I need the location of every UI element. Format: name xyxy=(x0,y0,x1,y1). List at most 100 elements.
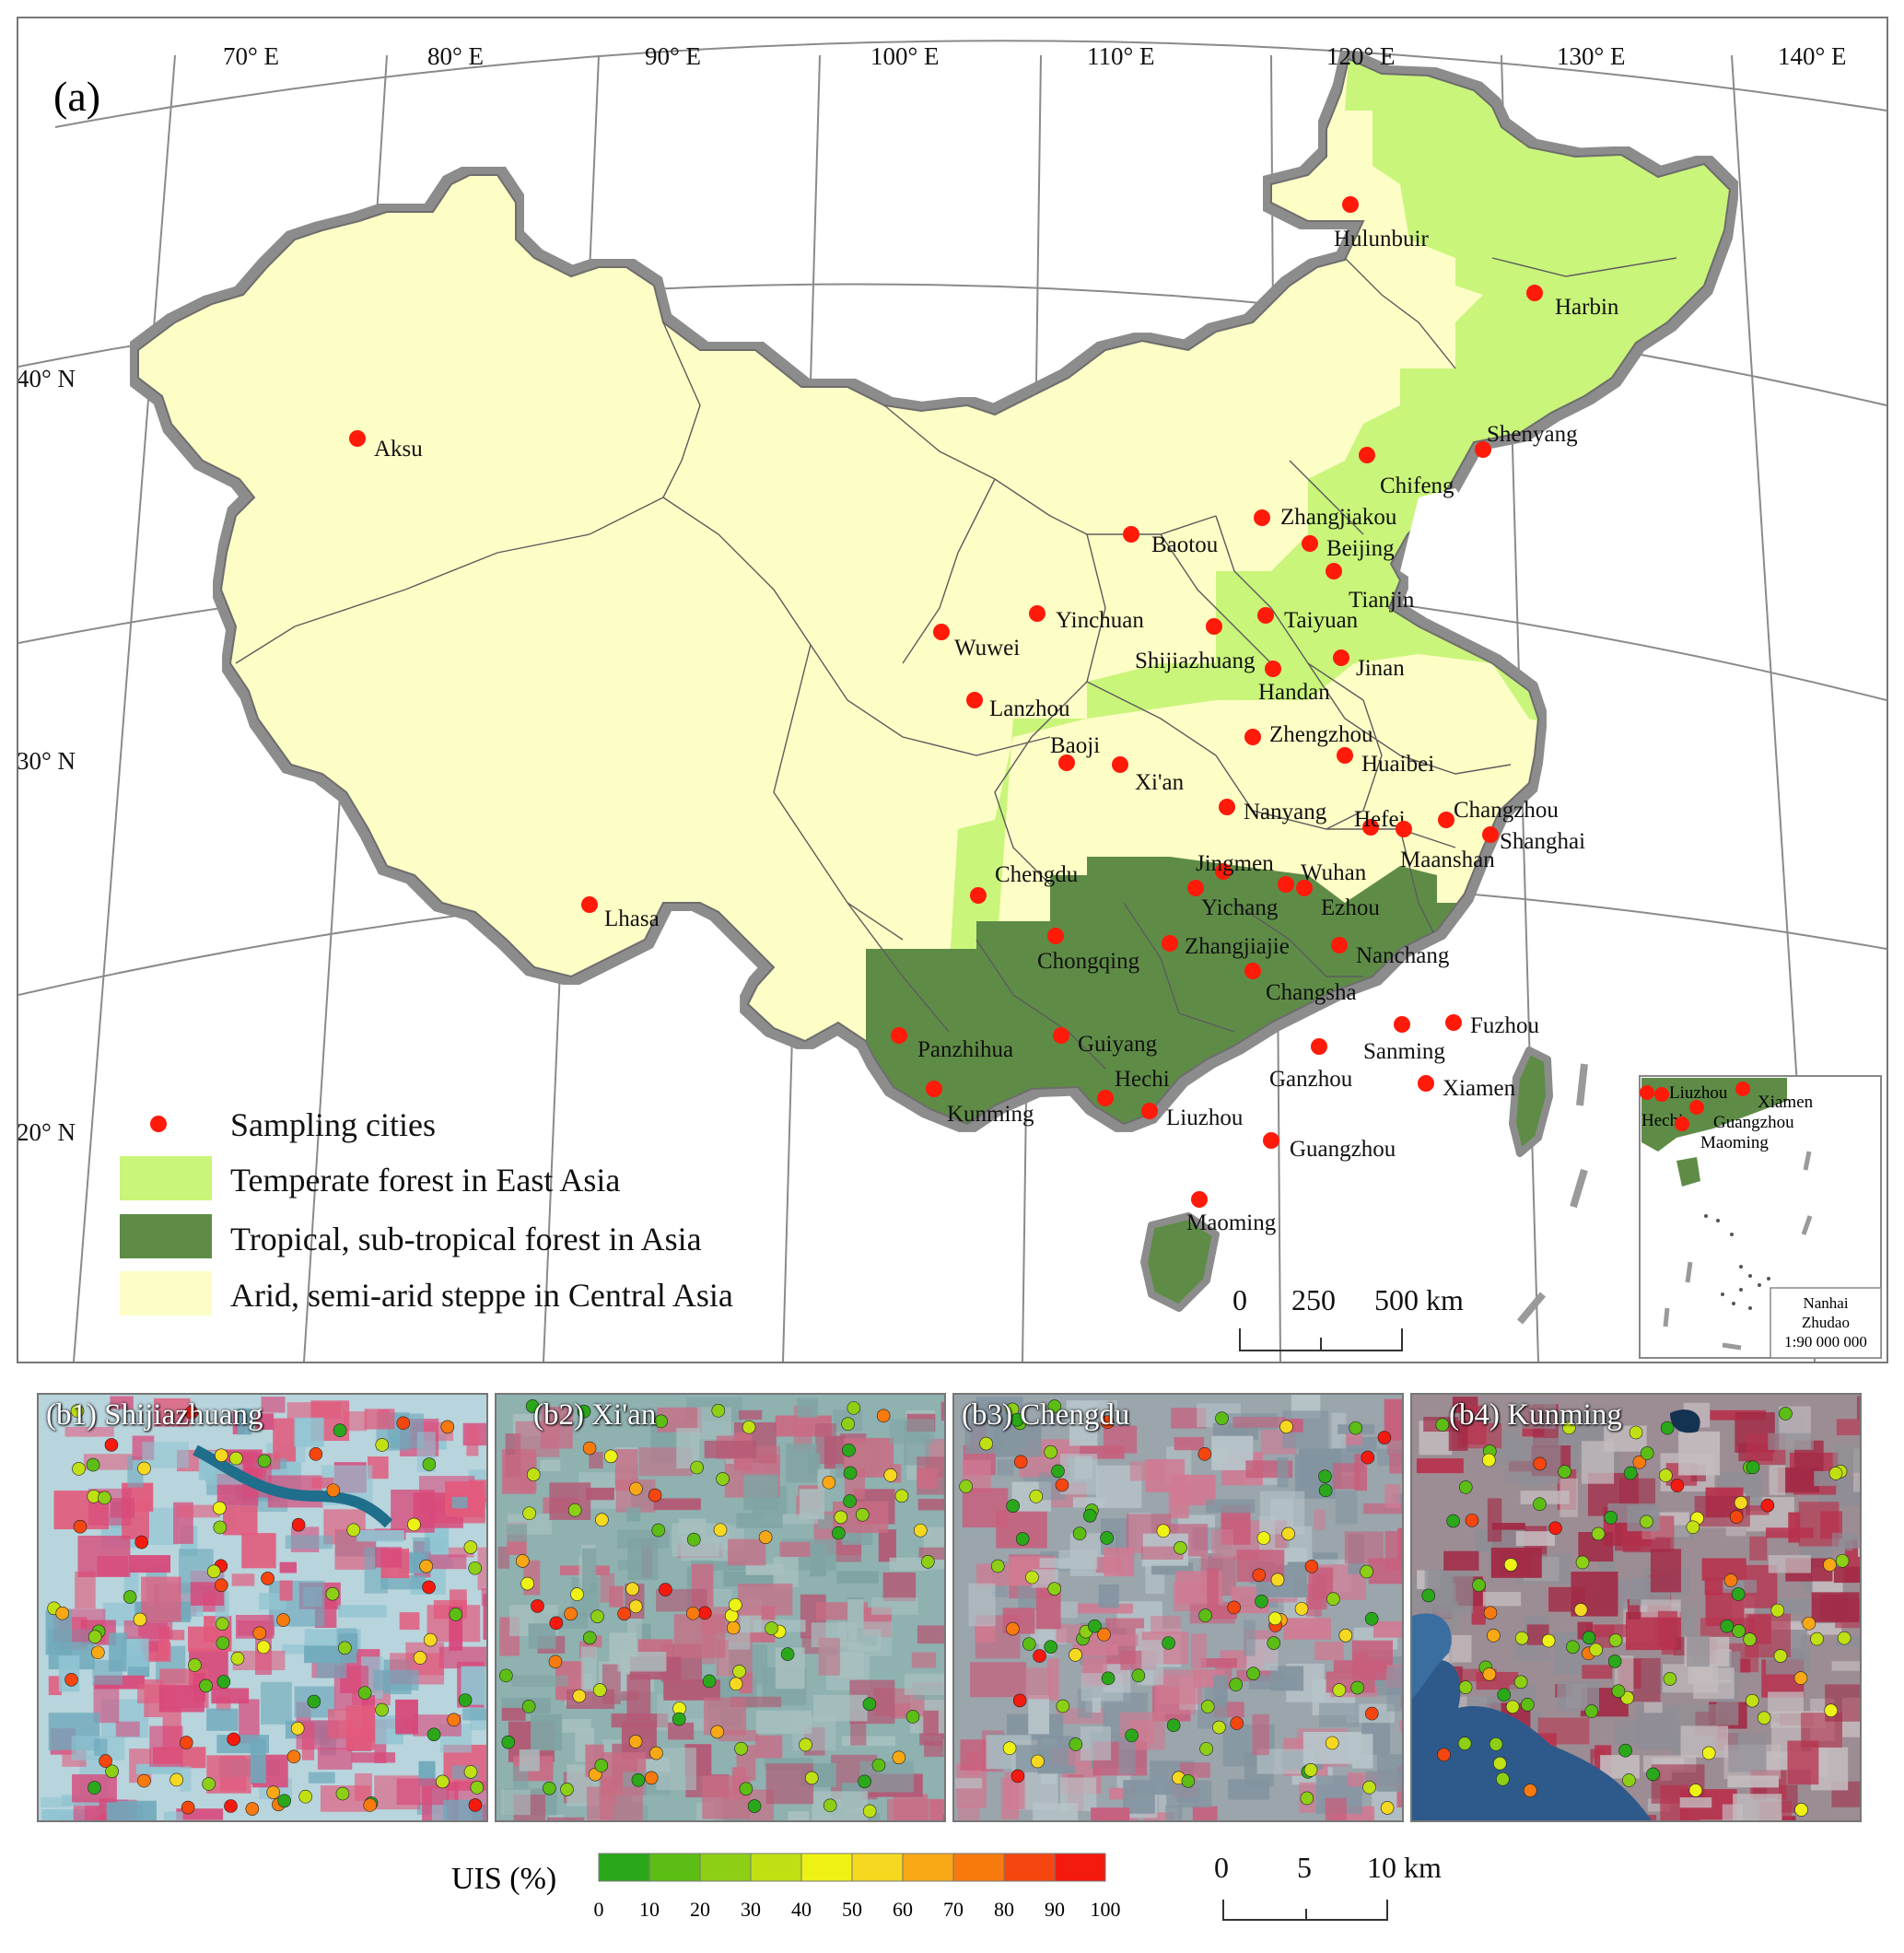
inset-city-label-hechi: Hechi xyxy=(1641,1111,1683,1130)
inset-city-dot-maoming xyxy=(1675,1117,1689,1131)
inset-caption-2: Zhudao xyxy=(1802,1314,1850,1331)
city-dot-sanming xyxy=(1394,1016,1410,1033)
tropical-zone xyxy=(663,857,1584,1124)
inset-city-dot-liuzhou xyxy=(1654,1087,1669,1102)
city-label-xi-an: Xi'an xyxy=(1135,770,1185,795)
uis-tick-20: 20 xyxy=(690,1898,710,1921)
uis-swatch-6 xyxy=(902,1853,954,1882)
uis-swatch-9 xyxy=(1054,1853,1106,1882)
city-dot-yinchuan xyxy=(1029,605,1045,622)
city-dot-handan xyxy=(1265,661,1281,677)
map-scale-tick-0: 0 xyxy=(1232,1283,1247,1316)
uis-tick-0: 0 xyxy=(594,1898,604,1921)
city-label-changsha: Changsha xyxy=(1266,980,1357,1005)
legend-city-dot xyxy=(150,1116,167,1132)
city-dot-liuzhou xyxy=(1141,1103,1158,1119)
city-label-guiyang: Guiyang xyxy=(1078,1032,1158,1057)
city-label-nanchang: Nanchang xyxy=(1356,943,1450,968)
panel-b1-title: (b1) Shijiazhuang xyxy=(46,1398,263,1432)
inset-city-dot-guangzhou xyxy=(1689,1100,1704,1115)
map-scale-tick-500: 500 km xyxy=(1374,1283,1464,1316)
province-boundaries xyxy=(235,257,1677,1070)
lat-label-30-n: 30° N xyxy=(18,747,76,775)
city-label-kunming: Kunming xyxy=(947,1102,1034,1127)
uis-tick-100: 100 xyxy=(1091,1898,1121,1921)
uis-tick-70: 70 xyxy=(943,1898,964,1921)
city-dot-baoji xyxy=(1058,754,1075,771)
city-dot-hulunbuir xyxy=(1342,196,1359,213)
city-label-sanming: Sanming xyxy=(1363,1039,1445,1064)
panel-b1-image xyxy=(39,1395,486,1820)
uis-swatch-5 xyxy=(851,1853,904,1882)
city-dot-shanghai xyxy=(1482,826,1499,843)
city-label-xiamen: Xiamen xyxy=(1443,1076,1516,1101)
city-label-aksu: Aksu xyxy=(374,437,423,462)
city-dot-chengdu xyxy=(970,887,987,904)
lon-label-80-e: 80° E xyxy=(427,42,484,70)
city-dot-jingmen xyxy=(1215,863,1232,880)
city-label-chifeng: Chifeng xyxy=(1380,474,1454,498)
panel-b3-title: (b3) Chengdu xyxy=(962,1398,1130,1432)
china-map-panel: 70° E 80° E 90° E 100° E 110° E 120° E 130° E 1… xyxy=(17,17,1888,1363)
legend-arid-text: Arid, semi-arid steppe in Central Asia xyxy=(230,1277,733,1314)
map-scale-tick-250: 250 xyxy=(1291,1283,1336,1316)
city-dot-guangzhou xyxy=(1263,1132,1279,1149)
panel-b4-image xyxy=(1412,1395,1860,1820)
uis-swatch-2 xyxy=(699,1853,752,1882)
city-dot-chifeng xyxy=(1359,447,1375,463)
city-label-lhasa: Lhasa xyxy=(604,906,660,931)
city-label-handan: Handan xyxy=(1258,680,1330,705)
city-dot-maanshan xyxy=(1396,821,1412,837)
map-legend: Sampling cities Temperate forest in East… xyxy=(120,1106,733,1316)
lon-label-120-e: 120° E xyxy=(1326,42,1396,70)
city-label-wuhan: Wuhan xyxy=(1301,860,1367,885)
city-dot-taiyuan xyxy=(1257,607,1274,624)
city-dot-xiamen xyxy=(1418,1075,1434,1092)
city-dot-hechi xyxy=(1097,1090,1114,1106)
uis-tick-40: 40 xyxy=(791,1898,812,1921)
city-label-fuzhou: Fuzhou xyxy=(1470,1013,1540,1038)
lon-label-100-e: 100° E xyxy=(870,42,940,70)
city-dot-yichang xyxy=(1187,880,1204,896)
city-label-jinan: Jinan xyxy=(1356,656,1405,681)
city-dot-wuwei xyxy=(933,624,950,640)
city-dot-beijing xyxy=(1302,535,1318,552)
city-dot-shijiazhuang xyxy=(1206,618,1222,635)
uis-tick-30: 30 xyxy=(741,1898,761,1921)
legend-sampling-text: Sampling cities xyxy=(230,1106,436,1143)
city-dot-zhangjiajie xyxy=(1162,935,1178,952)
city-label-chengdu: Chengdu xyxy=(995,862,1079,887)
city-dot-ganzhou xyxy=(1311,1038,1327,1055)
city-dot-aksu xyxy=(349,430,366,447)
legend-temperate-swatch xyxy=(120,1156,212,1200)
china-map-svg: 70° E 80° E 90° E 100° E 110° E 120° E 130° E 1… xyxy=(18,40,1886,1362)
city-label-huaibei: Huaibei xyxy=(1361,752,1434,777)
uis-swatch-8 xyxy=(1003,1853,1056,1882)
city-dot-tianjin xyxy=(1326,563,1342,579)
lon-label-140-e: 140° E xyxy=(1778,42,1847,70)
legend-temperate-text: Temperate forest in East Asia xyxy=(230,1162,620,1199)
city-label-changzhou: Changzhou xyxy=(1454,798,1559,823)
inset-city-label-guangzhou: Guangzhou xyxy=(1713,1113,1794,1132)
uis-swatch-7 xyxy=(952,1853,1005,1882)
city-dot-huaibei xyxy=(1337,747,1353,764)
uis-tick-50: 50 xyxy=(842,1898,862,1921)
city-dot-lanzhou xyxy=(966,692,983,708)
city-label-maanshan: Maanshan xyxy=(1400,848,1495,872)
city-label-chongqing: Chongqing xyxy=(1037,949,1140,974)
panel-b3: (b3) Chengdu xyxy=(952,1393,1404,1822)
city-label-zhangjiakou: Zhangjiakou xyxy=(1280,505,1397,530)
city-dot-ezhou xyxy=(1296,880,1313,896)
city-dot-lhasa xyxy=(581,896,598,913)
city-label-wuwei: Wuwei xyxy=(954,636,1020,661)
city-label-ezhou: Ezhou xyxy=(1321,895,1380,920)
city-dot-changsha xyxy=(1244,963,1261,979)
lon-label-70-e: 70° E xyxy=(223,42,279,70)
city-dot-fuzhou xyxy=(1445,1014,1462,1031)
inset-city-label-xiamen: Xiamen xyxy=(1758,1093,1814,1112)
taiwan xyxy=(1509,1047,1553,1157)
panel-scale-tick-0: 0 xyxy=(1214,1851,1229,1884)
inset-city-label-liuzhou: Liuzhou xyxy=(1669,1083,1728,1103)
city-label-hulunbuir: Hulunbuir xyxy=(1334,227,1429,251)
uis-swatch-4 xyxy=(800,1853,853,1882)
